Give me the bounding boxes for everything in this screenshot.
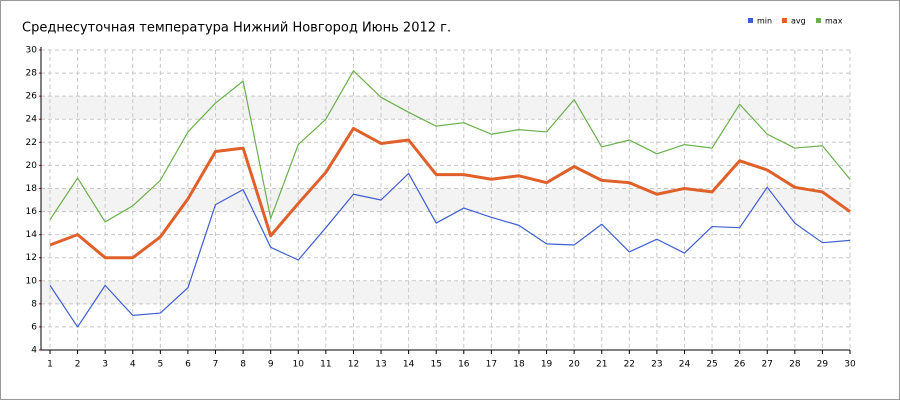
- x-tick-label: 17: [486, 360, 497, 370]
- legend-label: min: [757, 17, 772, 26]
- y-tick-label: 8: [31, 299, 37, 309]
- x-tick-label: 18: [513, 360, 525, 370]
- y-tick-label: 18: [26, 184, 38, 194]
- x-tick-label: 7: [213, 360, 219, 370]
- x-tick-label: 13: [375, 360, 386, 370]
- y-tick-label: 4: [31, 346, 37, 356]
- x-tick-label: 2: [75, 360, 81, 370]
- x-tick-label: 28: [789, 360, 801, 370]
- x-tick-label: 14: [403, 360, 415, 370]
- legend-swatch: [748, 18, 753, 23]
- series-line: [49, 172, 851, 328]
- chart-title: Среднесуточная температура Нижний Новгор…: [22, 21, 451, 36]
- y-tick-label: 10: [26, 276, 38, 286]
- x-tick-label: 30: [844, 360, 856, 370]
- x-tick-label: 20: [568, 360, 580, 370]
- y-tick-label: 12: [26, 253, 37, 263]
- x-tick-label: 21: [596, 360, 607, 370]
- x-tick-label: 19: [541, 360, 553, 370]
- x-tick-label: 23: [651, 360, 662, 370]
- series-line: [49, 126, 851, 260]
- x-tick-label: 16: [458, 360, 470, 370]
- y-tick-label: 14: [26, 230, 38, 240]
- x-tick-label: 4: [130, 360, 136, 370]
- x-tick-label: 15: [430, 360, 441, 370]
- x-tick-label: 11: [320, 360, 331, 370]
- x-tick-label: 26: [734, 360, 746, 370]
- x-tick-label: 25: [706, 360, 717, 370]
- y-tick-label: 6: [31, 322, 37, 332]
- grid-band: [41, 280, 850, 304]
- x-tick-label: 12: [348, 360, 359, 370]
- x-tick-label: 29: [817, 360, 829, 370]
- y-tick-label: 24: [26, 115, 38, 125]
- series-line: [49, 70, 851, 223]
- legend-label: avg: [791, 17, 806, 26]
- y-tick-label: 20: [26, 161, 38, 171]
- y-tick-label: 30: [26, 46, 38, 56]
- x-tick-label: 5: [157, 360, 163, 370]
- grid-band: [41, 188, 850, 212]
- x-tick-label: 9: [268, 360, 274, 370]
- x-tick-label: 10: [293, 360, 305, 370]
- x-tick-label: 24: [679, 360, 691, 370]
- x-tick-label: 8: [240, 360, 246, 370]
- x-tick-label: 27: [762, 360, 773, 370]
- legend-swatch: [782, 18, 787, 23]
- grid-band: [41, 96, 850, 120]
- y-tick-label: 22: [26, 138, 37, 148]
- y-tick-label: 26: [26, 92, 38, 102]
- y-tick-label: 28: [26, 69, 38, 79]
- legend-label: max: [825, 17, 843, 26]
- x-tick-label: 1: [47, 360, 53, 370]
- legend-swatch: [816, 18, 821, 23]
- x-tick-label: 6: [185, 360, 191, 370]
- y-tick-label: 16: [26, 207, 38, 217]
- x-tick-label: 3: [102, 360, 108, 370]
- x-tick-label: 22: [624, 360, 635, 370]
